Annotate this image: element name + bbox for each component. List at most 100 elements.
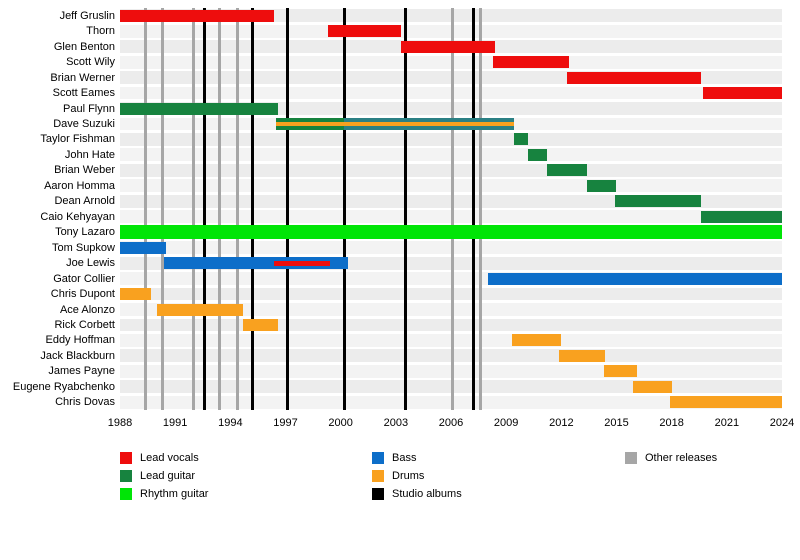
studio-album-line xyxy=(203,8,207,410)
row-band xyxy=(120,132,782,146)
member-bar-lead_guitar xyxy=(546,164,588,177)
member-bar-lead_vocals xyxy=(493,56,569,69)
row-band xyxy=(120,102,782,115)
legend-swatch-studio_albums xyxy=(372,488,384,500)
legend-swatch-bass xyxy=(372,452,384,464)
member-label: Glen Benton xyxy=(53,40,115,53)
other-release-line xyxy=(144,8,148,410)
role-stripe-lead_vocals xyxy=(702,87,782,100)
member-label: Dean Arnold xyxy=(54,195,115,208)
member-label: John Hate xyxy=(64,148,115,161)
member-bar-lead_guitar xyxy=(513,133,529,146)
legend-label: Drums xyxy=(392,470,425,482)
role-stripe-bass xyxy=(487,272,782,285)
role-stripe-drums xyxy=(559,349,606,362)
role-stripe-rhythm_guitar xyxy=(120,225,782,239)
legend-label: Lead guitar xyxy=(140,470,196,482)
role-stripe-lead_vocals xyxy=(401,40,496,53)
studio-album-line xyxy=(250,8,254,410)
legend-swatch-other_releases xyxy=(625,452,637,464)
role-stripe-lead_guitar xyxy=(614,195,702,208)
member-label: Gator Collier xyxy=(53,272,115,285)
other-release-line xyxy=(236,8,240,410)
role-stripe-lead_vocals xyxy=(274,260,330,266)
member-bar-lead_vocals xyxy=(702,87,782,100)
role-stripe-lead_guitar xyxy=(587,179,617,192)
member-bar-lead_vocals xyxy=(327,25,402,38)
x-tick-label: 1997 xyxy=(273,417,298,429)
row-band xyxy=(120,148,782,162)
role-stripe-drums xyxy=(120,288,152,301)
role-stripe-bass xyxy=(120,241,166,254)
x-tick-label: 2018 xyxy=(659,417,684,429)
member-label: Eddy Hoffman xyxy=(45,334,115,347)
row-band xyxy=(120,86,782,100)
member-bar-lead_guitar-drums-lead_guitar xyxy=(276,117,345,130)
member-label: Jack Blackburn xyxy=(40,349,115,362)
role-stripe-bass xyxy=(164,257,348,270)
member-bar-lead_guitar xyxy=(528,148,547,161)
member-label: Scott Wily xyxy=(66,56,115,69)
member-bar-drums xyxy=(633,380,672,393)
row-band xyxy=(120,163,782,177)
legend-label: Bass xyxy=(392,452,417,464)
role-stripe-lead_vocals xyxy=(493,56,569,69)
row-band xyxy=(120,179,782,193)
member-bar-bass xyxy=(120,241,166,254)
member-bar-drums xyxy=(603,365,637,378)
member-label: Thorn xyxy=(86,25,115,38)
member-bar-drums xyxy=(120,288,152,301)
legend-label: Lead vocals xyxy=(140,452,199,464)
member-label: Caio Kehyayan xyxy=(40,210,115,223)
other-release-line xyxy=(160,8,164,410)
row-band xyxy=(120,24,782,38)
row-band xyxy=(120,210,782,224)
role-stripe-drums xyxy=(156,303,244,316)
other-release-line xyxy=(478,8,482,410)
row-band xyxy=(120,55,782,69)
studio-album-line xyxy=(403,8,407,410)
member-bar-rhythm_guitar xyxy=(120,225,782,239)
member-bar-bass xyxy=(164,257,348,270)
x-tick-label: 1988 xyxy=(107,417,133,429)
role-stripe-lead_guitar_bass xyxy=(344,125,514,130)
member-bar-lead_vocals xyxy=(274,260,330,266)
other-release-line xyxy=(217,8,221,410)
studio-album-line xyxy=(342,8,346,410)
row-band xyxy=(120,9,782,23)
role-stripe-drums xyxy=(243,318,279,331)
row-band xyxy=(120,287,782,301)
member-bar-drums xyxy=(669,396,782,409)
member-bar-drums xyxy=(243,318,279,331)
member-bar-lead_guitar_bass-drums-lead_guitar_bass xyxy=(344,117,514,130)
role-stripe-lead_guitar xyxy=(276,117,345,122)
member-label: Brian Weber xyxy=(54,164,115,177)
member-label: Scott Eames xyxy=(52,87,115,100)
member-label: James Payne xyxy=(48,365,115,378)
member-bar-bass xyxy=(487,272,782,285)
role-stripe-lead_guitar xyxy=(701,210,782,223)
row-band xyxy=(120,303,782,316)
member-bar-lead_vocals xyxy=(120,9,275,22)
member-label: Chris Dupont xyxy=(50,288,115,301)
x-tick-label: 1994 xyxy=(218,417,243,429)
role-stripe-lead_guitar_bass xyxy=(344,117,514,122)
legend-swatch-drums xyxy=(372,470,384,482)
member-label: Eugene Ryabchenko xyxy=(12,380,115,393)
role-stripe-drums xyxy=(669,396,782,409)
member-label: Ace Alonzo xyxy=(59,303,115,316)
studio-album-line xyxy=(285,8,289,410)
row-band xyxy=(120,333,782,347)
role-stripe-lead_guitar xyxy=(528,148,547,161)
member-label: Tony Lazaro xyxy=(55,226,115,239)
x-tick-label: 1991 xyxy=(162,417,188,429)
studio-album-line xyxy=(471,8,475,410)
x-tick-label: 2015 xyxy=(604,417,629,429)
role-stripe-drums xyxy=(633,380,672,393)
role-stripe-lead_vocals xyxy=(566,71,702,84)
member-bar-lead_vocals xyxy=(401,40,496,53)
member-label: Paul Flynn xyxy=(63,102,115,115)
member-bar-drums xyxy=(156,303,244,316)
member-bar-lead_guitar xyxy=(587,179,617,192)
